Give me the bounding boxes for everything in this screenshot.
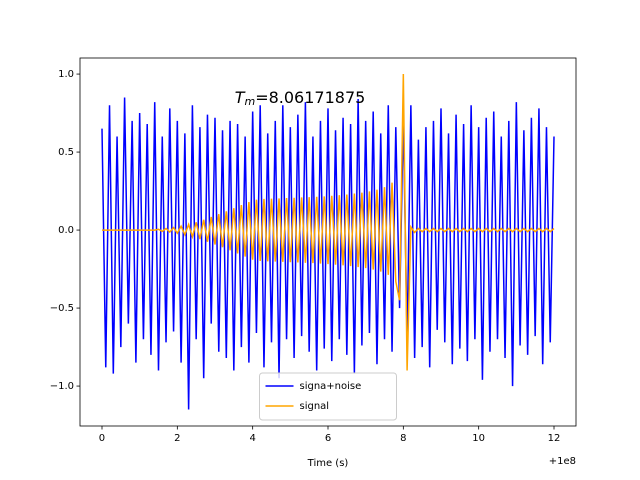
annotation: Tm=8.06171875 [235,88,366,109]
annotation-sub: m [244,95,255,108]
x-tick-label: 4 [249,433,255,444]
x-tick-label: 2 [174,433,180,444]
x-tick-label: 12 [548,433,561,444]
y-tick-label: 0.5 [58,147,74,158]
annotation-base: T [235,88,246,107]
x-tick-label: 8 [400,433,406,444]
x-axis-label: Time (s) [307,458,349,469]
y-tick-label: 0.0 [58,225,74,236]
x-offset-label: +1e8 [549,456,576,467]
y-tick-label: 1.0 [58,69,74,80]
legend-label: signal [300,401,330,412]
x-tick-label: 6 [325,433,331,444]
legend-label: signa+noise [300,381,362,392]
line-series [101,97,555,410]
x-tick-label: 0 [99,433,105,444]
legend-box [259,372,397,421]
y-tick-label: −1.0 [50,381,74,392]
annotation-rest: =8.06171875 [255,88,365,107]
line-series [102,74,555,371]
y-tick-label: −0.5 [50,303,74,314]
x-tick-label: 10 [472,433,485,444]
